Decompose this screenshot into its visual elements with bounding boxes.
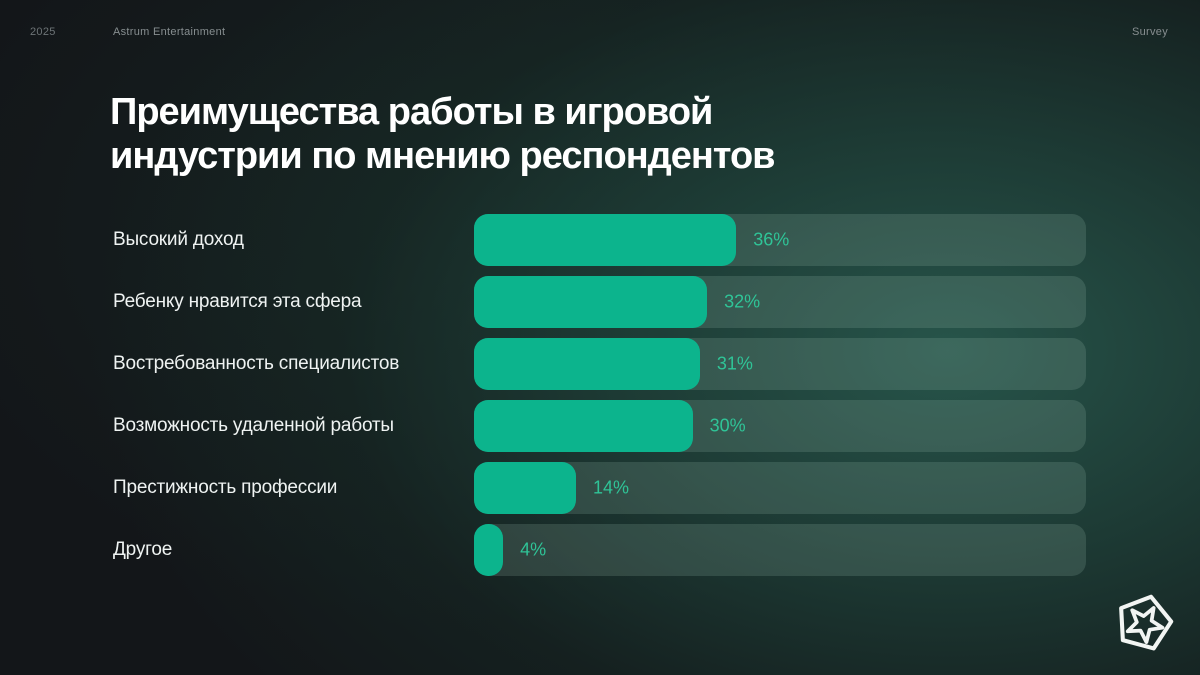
category-label: Высокий доход (113, 229, 244, 250)
bar-track: 4% (474, 524, 1086, 576)
bar-track: 31% (474, 338, 1086, 390)
bar-fill (474, 276, 708, 328)
header-tag: Survey (1131, 26, 1168, 38)
page-title: Преимущества работы в игровой индустрии … (110, 90, 776, 178)
value-label: 31% (716, 353, 753, 374)
header-company: Astrum Entertainment (113, 26, 226, 38)
bar-row: Высокий доход 36% (0, 214, 1200, 266)
category-label: Престижность профессии (113, 477, 338, 498)
title-line-2: индустрии по мнению респондентов (110, 135, 776, 177)
bar-fill (474, 214, 737, 266)
bar-row: Ребенку нравится эта сфера 32% (0, 276, 1200, 328)
value-label: 32% (724, 291, 761, 312)
bar-track: 32% (474, 276, 1086, 328)
astrum-logo-icon (1110, 589, 1178, 657)
category-label: Возможность удаленной работы (113, 415, 394, 436)
bar-track: 36% (474, 214, 1086, 266)
title-line-1: Преимущества работы в игровой (110, 91, 713, 133)
bar-track: 14% (474, 462, 1086, 514)
star-glyph (1125, 606, 1165, 644)
bar-fill (474, 462, 576, 514)
bar-row: Востребованность специалистов 31% (0, 338, 1200, 390)
value-label: 4% (520, 539, 547, 560)
pentagon-outline (1119, 594, 1174, 651)
bar-fill (474, 400, 693, 452)
category-label: Ребенку нравится эта сфера (113, 291, 362, 312)
header-year: 2025 (30, 26, 56, 38)
bar-row: Возможность удаленной работы 30% (0, 400, 1200, 452)
bar-row: Другое 4% (0, 524, 1200, 576)
bar-chart: Высокий доход 36% Ребенку нравится эта сфе… (0, 214, 1200, 586)
category-label: Востребованность специалистов (113, 353, 400, 374)
bar-fill (474, 338, 700, 390)
category-label: Другое (113, 539, 173, 560)
bar-track: 30% (474, 400, 1086, 452)
value-label: 36% (753, 229, 790, 250)
bar-row: Престижность профессии 14% (0, 462, 1200, 514)
value-label: 30% (709, 415, 746, 436)
bar-fill (474, 524, 504, 576)
value-label: 14% (592, 477, 630, 498)
